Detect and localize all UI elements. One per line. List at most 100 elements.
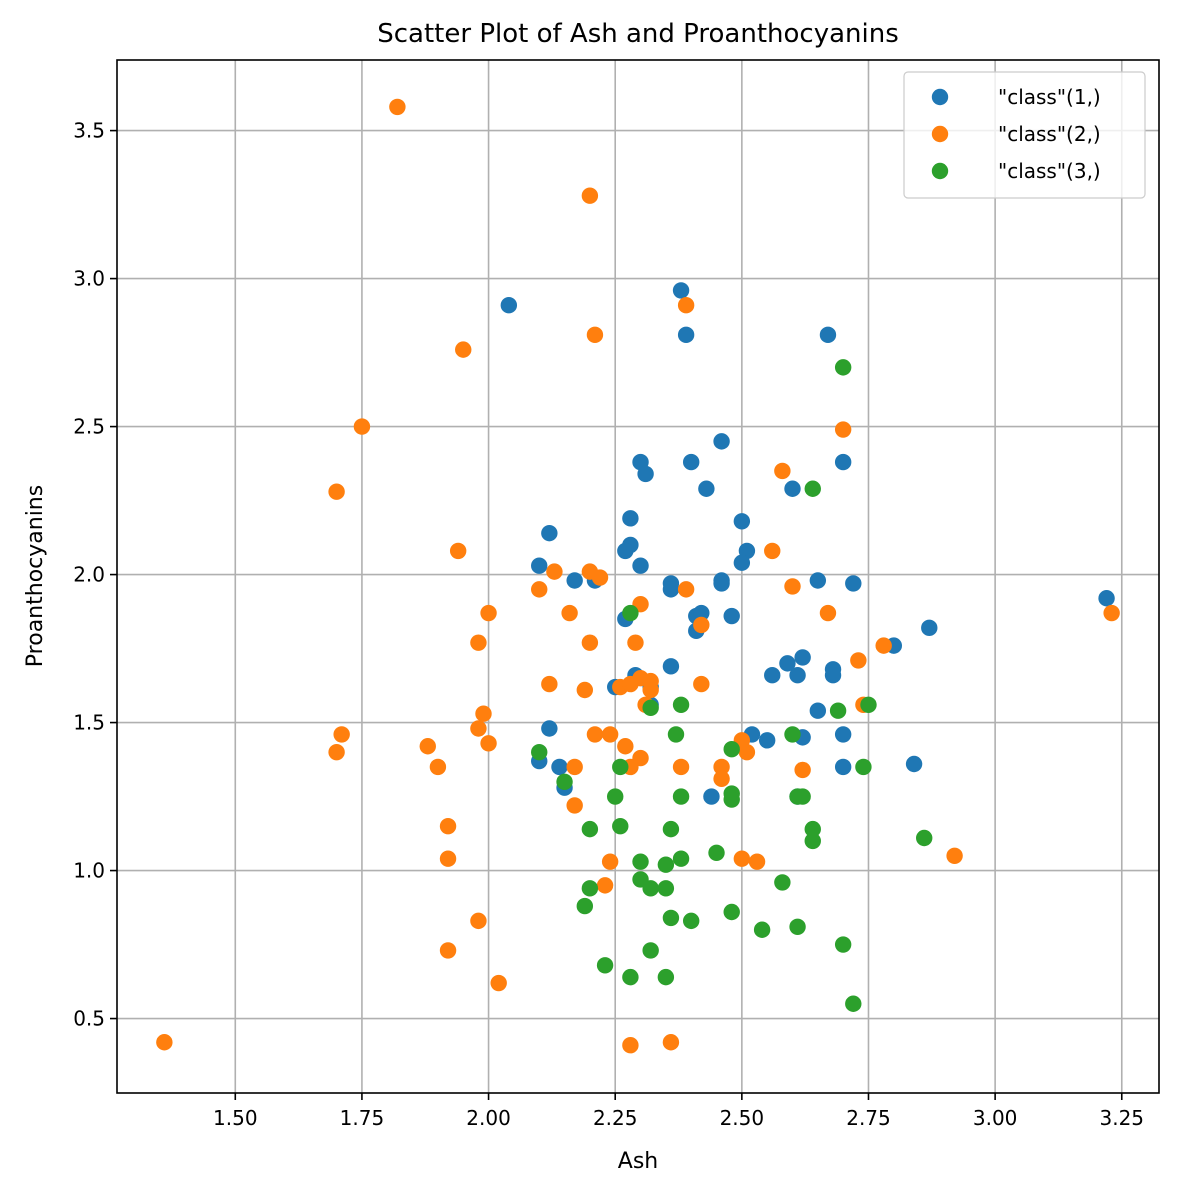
scatter-point	[723, 741, 740, 758]
x-tick-label: 3.25	[1100, 1106, 1145, 1130]
scatter-point	[617, 738, 634, 755]
scatter-point	[642, 942, 659, 959]
x-tick-label: 1.75	[340, 1106, 385, 1130]
scatter-point	[622, 675, 639, 693]
scatter-point	[449, 542, 467, 560]
scatter-point	[622, 510, 639, 527]
scatter-point	[657, 968, 675, 986]
scatter-point	[672, 696, 690, 714]
scatter-point	[156, 1034, 173, 1051]
legend-label: "class"(2,)	[998, 122, 1101, 146]
scatter-point	[546, 563, 563, 580]
scatter-point	[601, 726, 619, 743]
scatter-point	[723, 607, 740, 625]
y-tick-label: 2.5	[73, 415, 105, 439]
scatter-point	[905, 755, 923, 773]
scatter-point	[819, 326, 837, 344]
scatter-point	[682, 912, 700, 930]
scatter-point	[480, 735, 497, 752]
scatter-point	[439, 817, 457, 835]
scatter-point	[723, 791, 740, 808]
plot-frame	[116, 59, 1160, 1094]
scatter-point	[632, 853, 649, 870]
scatter-point	[642, 681, 659, 699]
scatter-point	[596, 877, 614, 894]
scatter-point	[693, 604, 710, 622]
y-axis-title: Proanthocyanins	[23, 485, 48, 667]
scatter-point	[455, 341, 472, 358]
scatter-point	[576, 681, 594, 699]
scatter-point	[607, 788, 624, 805]
y-tick-label: 0.5	[73, 1007, 105, 1031]
scatter-point	[748, 853, 766, 870]
scatter-point	[819, 604, 837, 622]
scatter-point	[916, 829, 933, 847]
scatter-point	[1098, 590, 1115, 607]
scatter-point	[845, 995, 862, 1012]
x-tick-label: 2.50	[720, 1106, 765, 1130]
scatter-point	[723, 903, 740, 921]
scatter-point	[946, 847, 963, 864]
scatter-point	[875, 637, 892, 654]
scatter-point	[470, 912, 487, 930]
scatter-point	[622, 1036, 639, 1054]
scatter-point	[677, 297, 695, 314]
scatter-point	[834, 758, 852, 776]
scatter-point	[779, 655, 796, 672]
scatter-point	[845, 575, 862, 592]
scatter-point	[622, 604, 639, 622]
scatter-point	[804, 832, 821, 850]
scatter-point	[824, 667, 842, 684]
scatter-point	[774, 462, 791, 480]
scatter-point	[581, 880, 599, 897]
scatter-point	[586, 326, 604, 344]
scatter-point	[794, 649, 811, 666]
series-3	[531, 359, 933, 1012]
scatter-point	[531, 743, 548, 761]
scatter-point	[764, 542, 781, 560]
axis-ticks: 1.50 1.75 2.00 2.25 2.50 2.75 3.00 3.25 0.5 1.0 1.…	[73, 119, 1144, 1130]
scatter-point	[708, 844, 725, 862]
scatter-point	[591, 569, 609, 586]
scatter-point	[774, 874, 791, 891]
x-tick-label: 2.75	[846, 1106, 891, 1130]
scatter-point	[612, 758, 629, 776]
scatter-point	[784, 578, 801, 595]
scatter-point	[470, 720, 487, 737]
scatter-point	[581, 820, 599, 838]
scatter-point	[531, 557, 548, 574]
scatter-point	[576, 897, 594, 915]
scatter-point	[561, 604, 578, 622]
scatter-point	[921, 619, 938, 637]
legend-box	[903, 71, 1146, 199]
scatter-point	[657, 880, 675, 897]
scatter-point	[784, 726, 801, 743]
scatter-point	[637, 465, 654, 483]
legend-marker	[931, 125, 949, 143]
x-tick-label: 3.00	[973, 1106, 1018, 1130]
scatter-point	[389, 98, 406, 116]
y-tick-label: 1.0	[73, 859, 105, 883]
scatter-point	[789, 667, 806, 684]
scatter-point	[566, 758, 583, 776]
scatter-point	[642, 699, 659, 716]
scatter-point	[662, 1034, 680, 1051]
scatter-point	[601, 853, 619, 870]
scatter-point	[809, 572, 827, 589]
scatter-point	[693, 616, 710, 634]
scatter-point	[328, 743, 345, 761]
scatter-point	[804, 820, 821, 838]
scatter-point	[753, 921, 771, 938]
scatter-point	[693, 675, 710, 693]
scatter-point	[794, 788, 811, 805]
scatter-point	[809, 702, 827, 719]
legend-label: "class"(1,)	[998, 85, 1101, 109]
scatter-point	[698, 480, 715, 497]
scatter-point	[677, 581, 695, 598]
scatter-point	[662, 581, 680, 598]
scatter-point	[682, 453, 700, 471]
scatter-point	[541, 720, 558, 737]
legend-marker	[931, 88, 949, 106]
scatter-point	[490, 974, 507, 992]
scatter-point	[480, 604, 497, 622]
